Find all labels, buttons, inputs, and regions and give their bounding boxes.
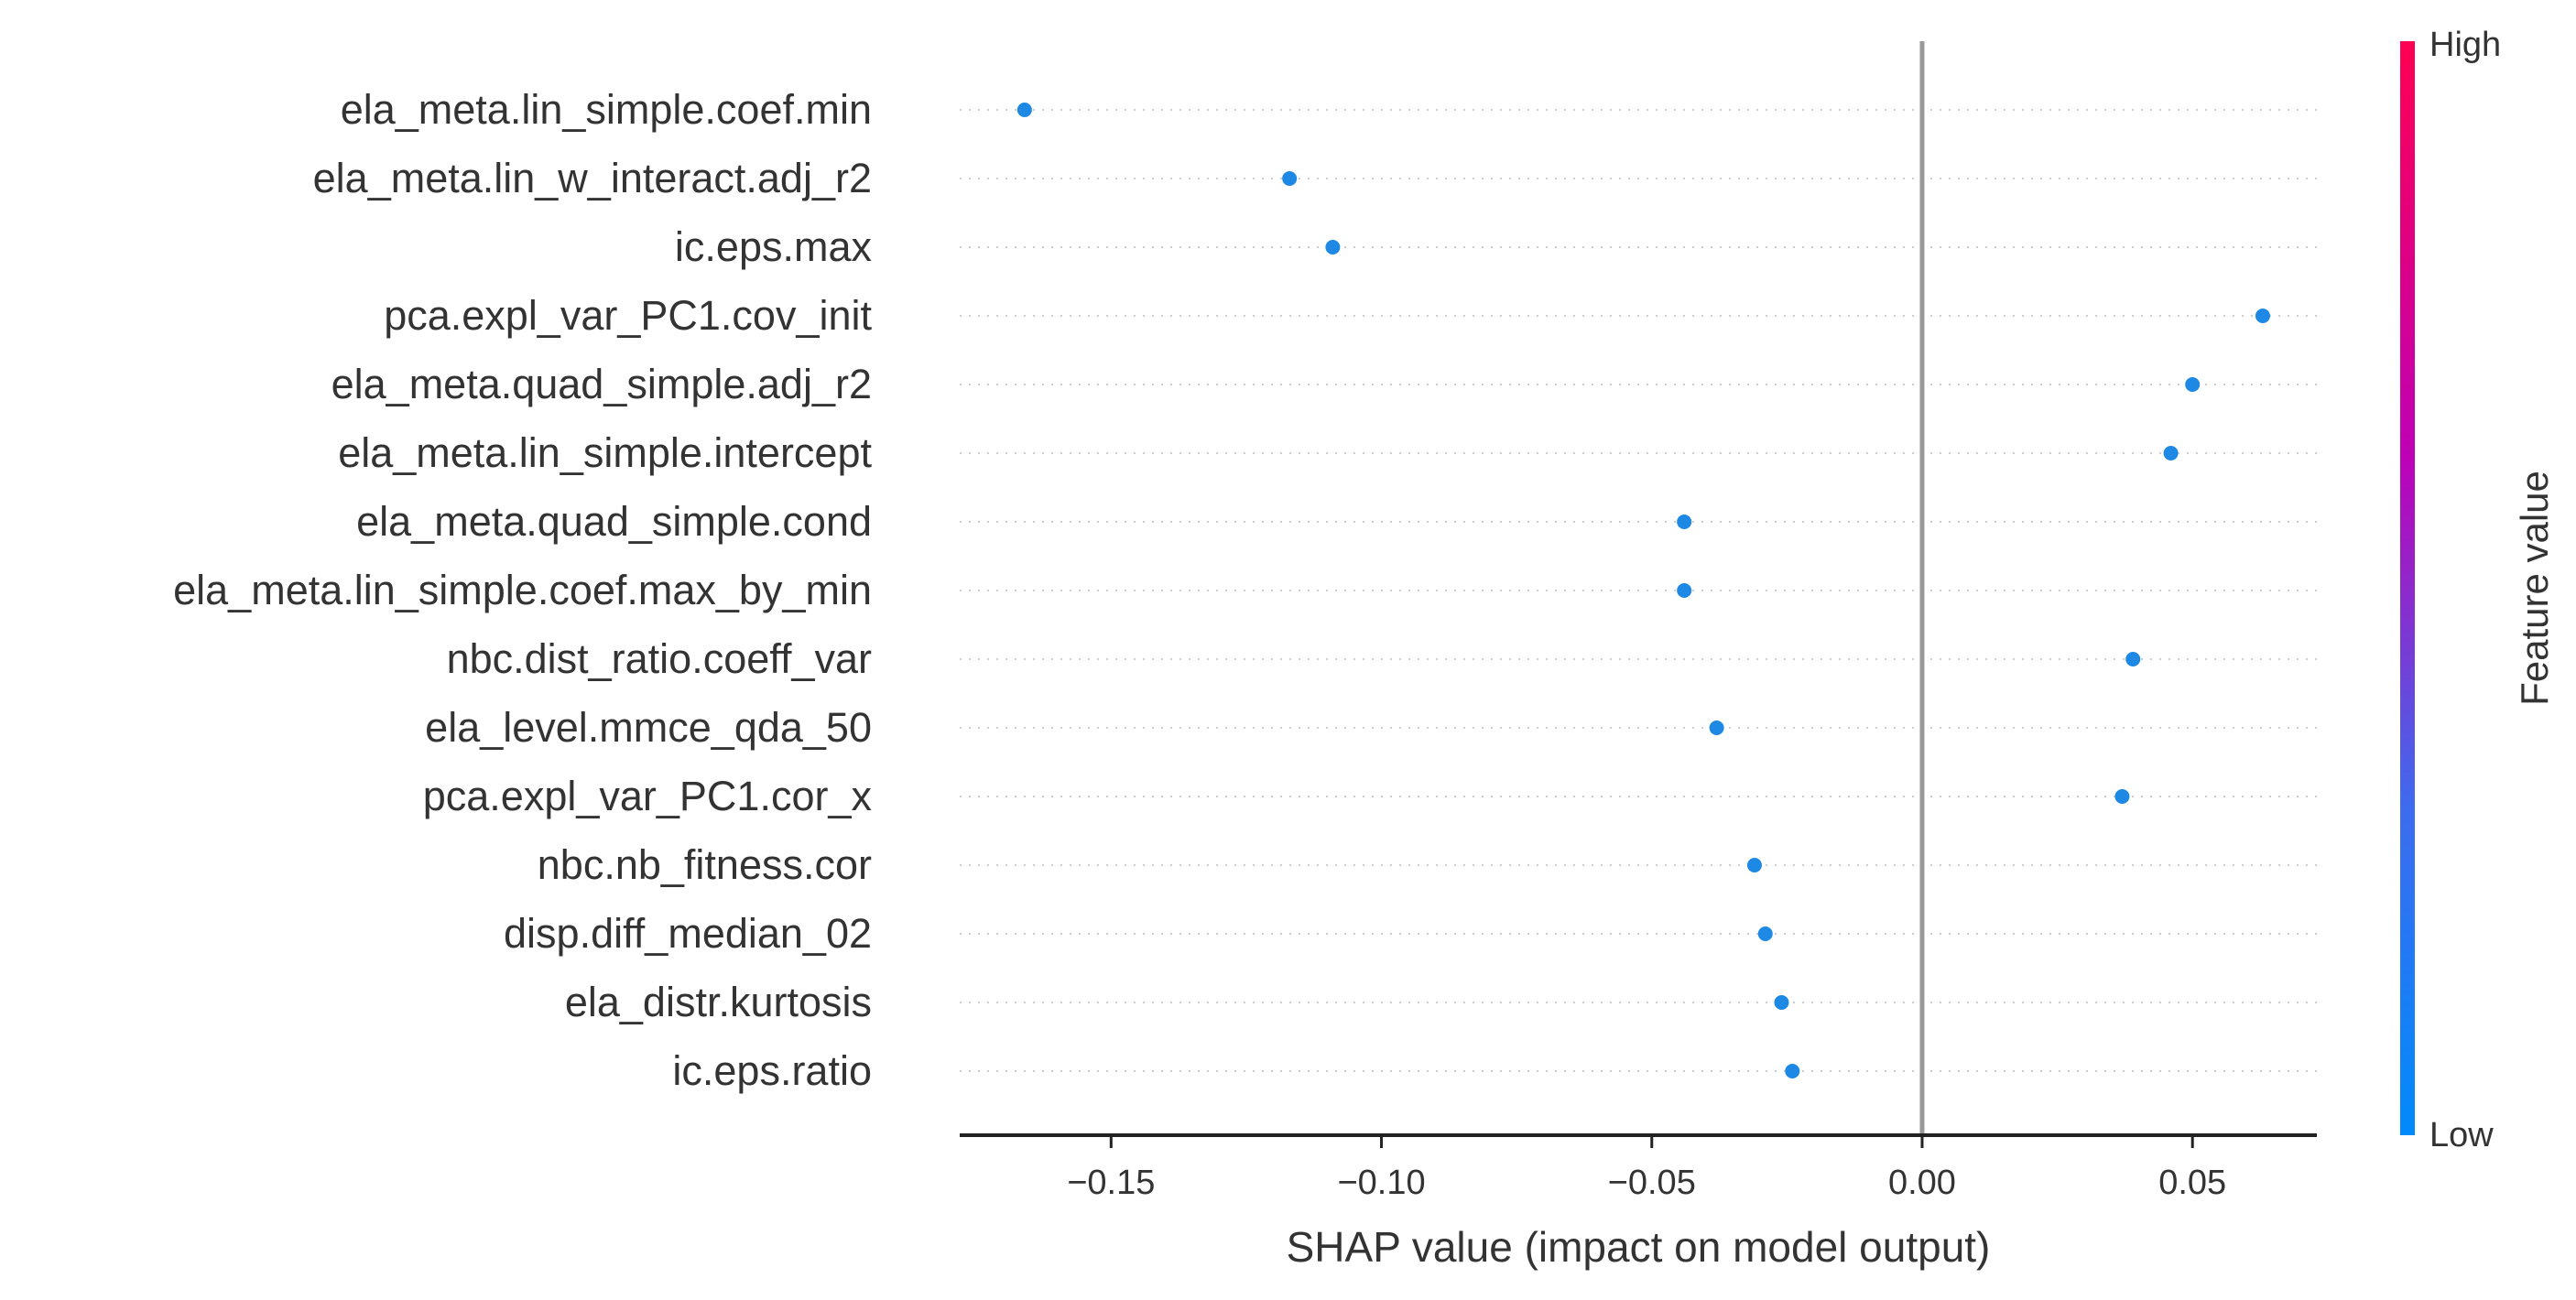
feature-label: ela_level.mmce_qda_50 <box>425 704 872 751</box>
x-tick-label: 0.05 <box>2158 1164 2226 1202</box>
colorbar-gradient <box>2400 41 2415 1135</box>
shap-point <box>1325 240 1341 255</box>
feature-label: ic.eps.max <box>675 223 873 270</box>
feature-label: nbc.dist_ratio.coeff_var <box>447 635 872 682</box>
feature-label: ela_meta.lin_simple.coef.min <box>341 86 872 133</box>
feature-label: ela_distr.kurtosis <box>565 979 872 1025</box>
feature-label: pca.expl_var_PC1.cov_init <box>384 292 872 339</box>
x-axis-ticks: −0.15 −0.10 −0.05 0.00 0.05 <box>1067 1135 2226 1202</box>
colorbar-low-label: Low <box>2429 1116 2494 1154</box>
shap-point <box>1757 926 1773 941</box>
row-guides <box>960 109 2317 1072</box>
shap-point <box>2255 309 2270 323</box>
x-tick-label: 0.00 <box>1888 1164 1956 1202</box>
feature-label: ela_meta.lin_w_interact.adj_r2 <box>313 155 872 201</box>
shap-point <box>2185 377 2201 392</box>
shap-point <box>1677 583 1692 598</box>
feature-label: pca.expl_var_PC1.cor_x <box>423 773 873 819</box>
feature-label: ela_meta.lin_simple.coef.max_by_min <box>173 567 872 613</box>
feature-label: ela_meta.lin_simple.intercept <box>338 429 872 476</box>
shap-point <box>1785 1064 1800 1078</box>
shap-point <box>1677 515 1692 529</box>
feature-labels: ela_meta.lin_simple.coef.min ela_meta.lin… <box>173 86 872 1094</box>
colorbar-title: Feature value <box>2513 471 2556 706</box>
shap-point <box>1774 995 1789 1010</box>
shap-points <box>1016 103 2270 1078</box>
shap-point <box>2125 652 2141 666</box>
feature-label: ela_meta.quad_simple.cond <box>356 498 872 545</box>
colorbar-high-label: High <box>2429 26 2501 64</box>
feature-label: ic.eps.ratio <box>672 1047 872 1094</box>
shap-point <box>1709 720 1724 735</box>
shap-point <box>1016 103 1032 117</box>
x-axis-title: SHAP value (impact on model output) <box>1287 1223 1991 1271</box>
shap-point <box>1746 858 1762 872</box>
shap-point <box>1282 171 1298 186</box>
feature-label: disp.diff_median_02 <box>504 910 872 957</box>
feature-label: ela_meta.quad_simple.adj_r2 <box>332 361 872 407</box>
x-tick-label: −0.05 <box>1608 1164 1696 1202</box>
shap-point <box>2163 446 2179 460</box>
colorbar: High Low Feature value <box>2400 26 2556 1154</box>
feature-label: nbc.nb_fitness.cor <box>538 841 872 888</box>
x-tick-label: −0.10 <box>1337 1164 1425 1202</box>
shap-point <box>2114 789 2130 804</box>
x-tick-label: −0.15 <box>1067 1164 1155 1202</box>
